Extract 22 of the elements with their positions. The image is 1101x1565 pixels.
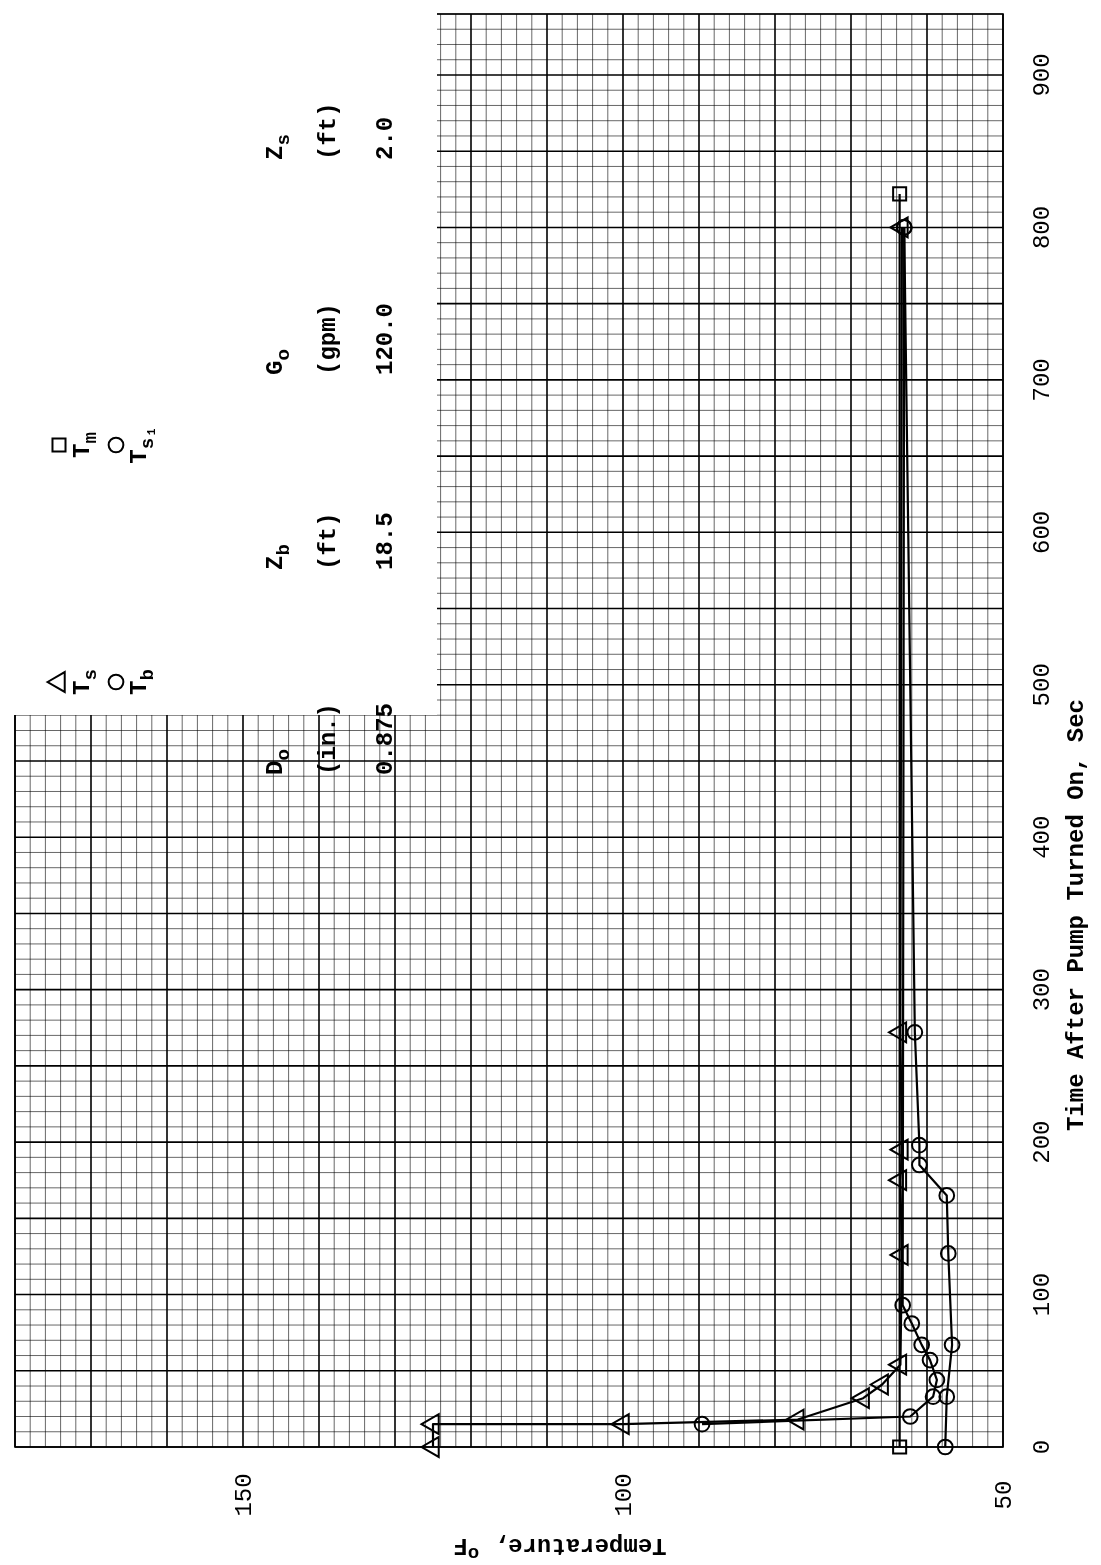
y-tick-label: 500 bbox=[1029, 663, 1056, 707]
y-tick-label: 200 bbox=[1029, 1120, 1056, 1164]
y-tick-label: 400 bbox=[1029, 815, 1056, 859]
x-tick-label: 100 bbox=[611, 1473, 638, 1517]
y-tick-label: 300 bbox=[1029, 968, 1056, 1012]
y-tick-label: 0 bbox=[1029, 1439, 1056, 1455]
annotation: 2.0 bbox=[372, 116, 399, 160]
y-tick-label: 900 bbox=[1029, 53, 1056, 97]
y-axis-title: Time After Pump Turned On, Sec bbox=[1063, 698, 1090, 1132]
x-tick-label: 150 bbox=[231, 1473, 258, 1517]
annotation: 18.5 bbox=[372, 512, 399, 570]
annotation: 120.0 bbox=[372, 302, 399, 375]
annotation: (in.) bbox=[315, 702, 342, 775]
y-tick-label: 800 bbox=[1029, 205, 1056, 250]
y-tick-label: 600 bbox=[1029, 510, 1056, 554]
x-tick-label: 50 bbox=[991, 1480, 1018, 1510]
annotation: (ft) bbox=[315, 512, 342, 570]
y-tick-label: 700 bbox=[1029, 358, 1056, 402]
annotation: (ft) bbox=[315, 102, 342, 160]
annotation: (gpm) bbox=[315, 302, 342, 375]
y-tick-label: 100 bbox=[1029, 1272, 1056, 1317]
annotation: 0.875 bbox=[372, 702, 399, 775]
